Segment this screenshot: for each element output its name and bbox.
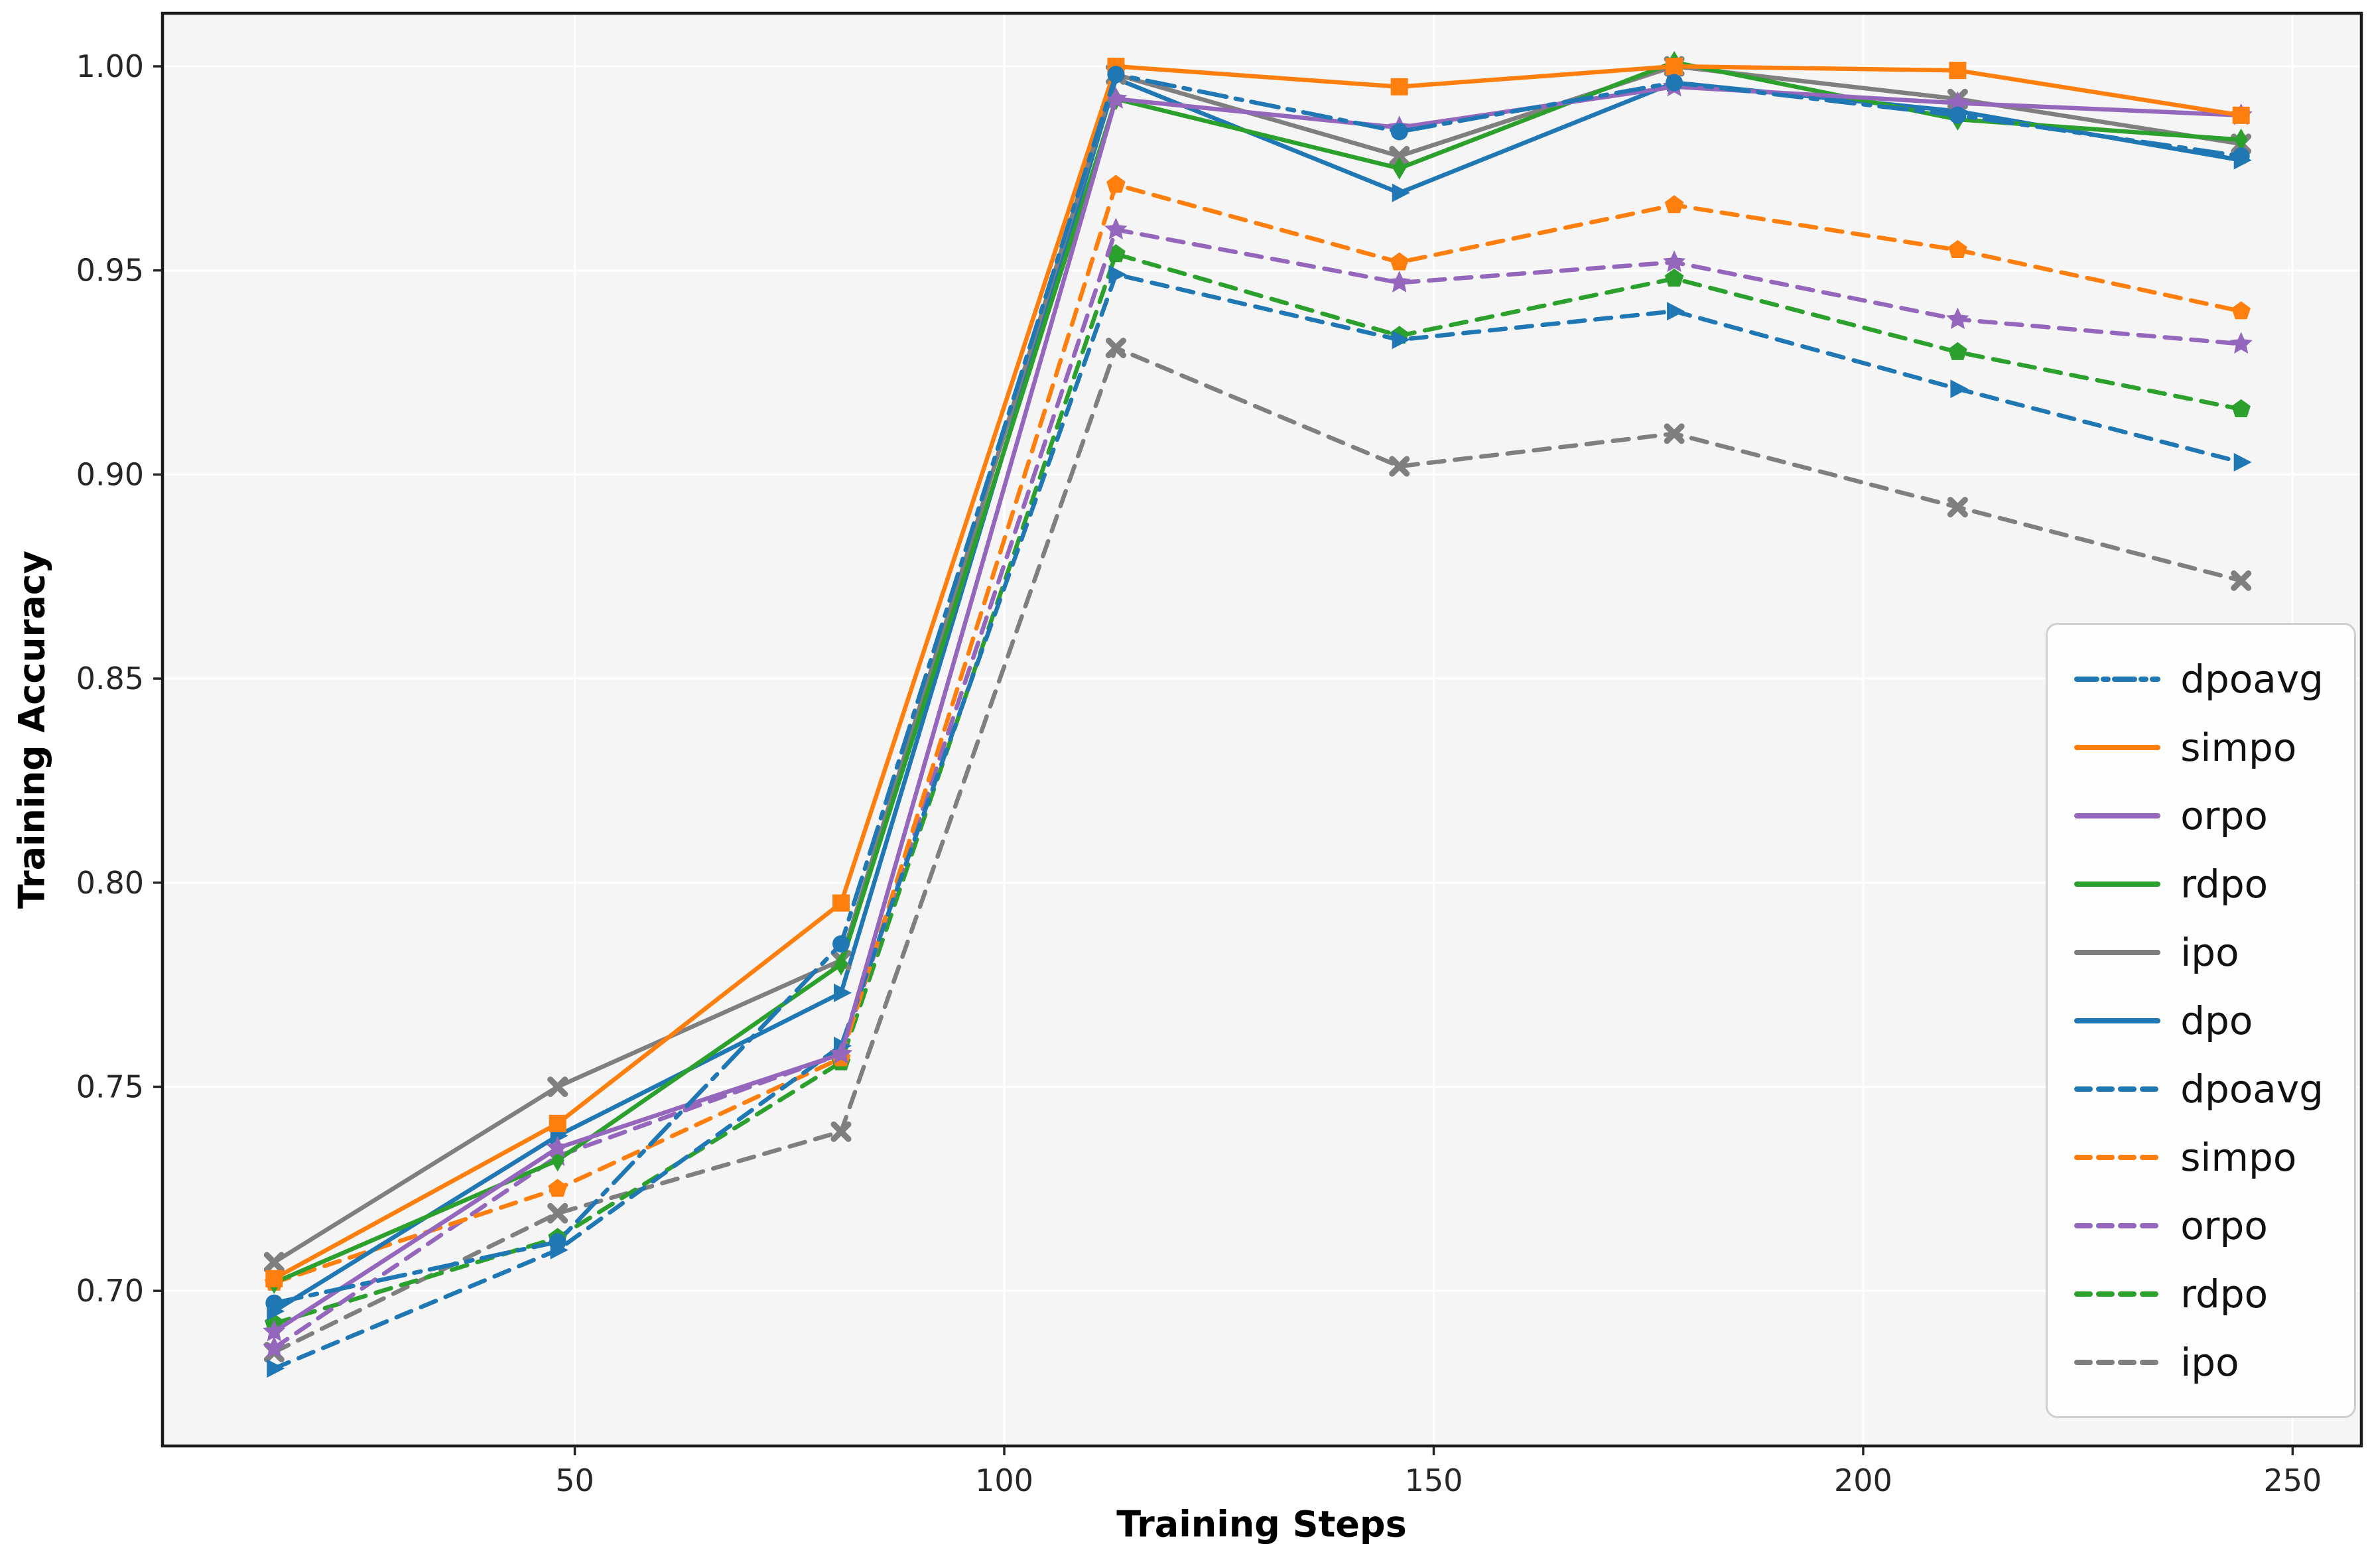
legend-label: ipo xyxy=(2180,929,2239,975)
legend-line-sample xyxy=(2074,949,2161,955)
legend-label: dpo xyxy=(2180,998,2253,1043)
y-axis-label: Training Accuracy xyxy=(11,551,53,909)
legend-label: rdpo xyxy=(2180,861,2269,907)
legend-line-sample xyxy=(2074,1291,2161,1297)
legend-entry-simpo-solid: simpo xyxy=(2074,713,2324,781)
x-tick-label: 50 xyxy=(555,1463,594,1498)
legend-label: dpoavg xyxy=(2180,1066,2324,1112)
plot-frame xyxy=(161,11,2363,1448)
legend-entry-ipo-solid: ipo xyxy=(2074,918,2324,986)
legend-label: orpo xyxy=(2180,1203,2268,1248)
legend-entry-dpoavg-solid: dpoavg xyxy=(2074,645,2324,713)
x-axis-label: Training Steps xyxy=(1116,1503,1407,1545)
plot-background xyxy=(163,13,2361,1446)
y-tick-label: 1.00 xyxy=(76,48,144,84)
y-tick-label: 0.85 xyxy=(76,661,144,696)
y-tick-label: 0.80 xyxy=(76,865,144,901)
legend-entry-dpoavg-dashed: dpoavg xyxy=(2074,1055,2324,1123)
series-dpoavg-dashed xyxy=(267,265,2252,1378)
legend-entry-dpo-solid: dpo xyxy=(2074,986,2324,1055)
legend-line-sample xyxy=(2074,1222,2161,1228)
legend-line-sample xyxy=(2074,813,2161,818)
x-tick-label: 100 xyxy=(975,1463,1033,1498)
series-dpoavg-solid xyxy=(265,66,2250,1312)
y-tick-label: 0.75 xyxy=(76,1069,144,1104)
legend-entry-ipo-dashed: ipo xyxy=(2074,1328,2324,1396)
legend-line-sample xyxy=(2074,744,2161,750)
x-tick-label: 150 xyxy=(1405,1463,1463,1498)
legend-line-sample xyxy=(2074,881,2161,887)
y-tick-label: 0.90 xyxy=(76,456,144,492)
series-ipo-dashed xyxy=(263,338,2252,1362)
legend-label: dpoavg xyxy=(2180,656,2324,702)
y-tick-label: 0.70 xyxy=(76,1273,144,1309)
legend-entry-orpo-dashed: orpo xyxy=(2074,1191,2324,1260)
x-tick-label: 200 xyxy=(1834,1463,1892,1498)
legend-line-sample xyxy=(2074,1086,2161,1092)
legend-label: simpo xyxy=(2180,724,2297,770)
legend-line-sample xyxy=(2074,676,2161,682)
legend-line-sample xyxy=(2074,1017,2161,1023)
series-simpo-solid xyxy=(265,58,2250,1287)
legend-label: orpo xyxy=(2180,793,2268,838)
legend-entry-simpo-dashed: simpo xyxy=(2074,1123,2324,1191)
x-tick-label: 250 xyxy=(2264,1463,2322,1498)
legend-entry-rdpo-dashed: rdpo xyxy=(2074,1260,2324,1328)
legend-label: ipo xyxy=(2180,1339,2239,1385)
y-tick-labels: 0.70 0.75 0.80 0.85 0.90 0.95 1.00 xyxy=(76,48,163,1309)
x-tick-labels: 50 100 150 200 250 xyxy=(555,1446,2322,1498)
legend-label: simpo xyxy=(2180,1134,2297,1180)
legend-entry-orpo-solid: orpo xyxy=(2074,781,2324,850)
legend-line-sample xyxy=(2074,1154,2161,1160)
legend: dpoavg simpo orpo rdpo ipo dpo dpoavg simpo orpo… xyxy=(2046,623,2356,1418)
legend-entry-rdpo-solid: rdpo xyxy=(2074,850,2324,918)
y-tick-label: 0.95 xyxy=(76,253,144,289)
legend-line-sample xyxy=(2074,1359,2161,1365)
legend-label: rdpo xyxy=(2180,1271,2269,1317)
